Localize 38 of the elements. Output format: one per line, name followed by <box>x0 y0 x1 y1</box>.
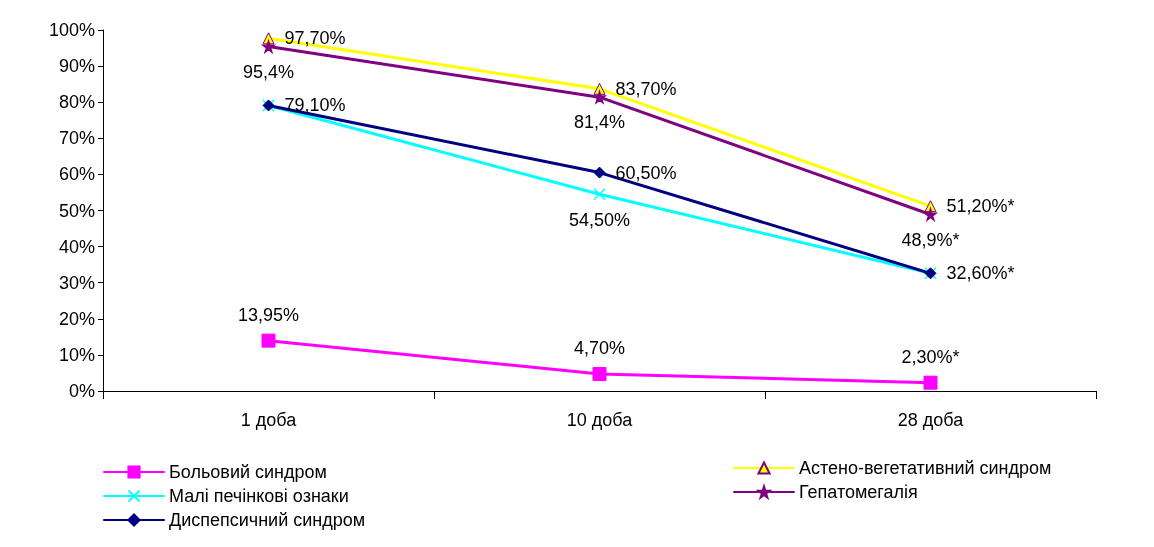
point <box>593 166 606 179</box>
data-label: 32,60%* <box>946 263 1015 284</box>
y-tick-label: 70% <box>58 128 95 149</box>
data-label: 95,4% <box>242 61 295 82</box>
legend-label: Малі печінкові ознаки <box>169 486 349 506</box>
point <box>592 367 607 382</box>
y-tick-label: 20% <box>58 308 95 329</box>
data-label: 2,30%* <box>901 346 960 367</box>
data-label: 54,50% <box>568 209 631 230</box>
x-tick-label: 10 доба <box>566 410 634 430</box>
legend-label: Гепатомегалія <box>799 482 918 502</box>
data-label: 60,50% <box>615 162 677 183</box>
y-tick-label: 80% <box>58 92 95 113</box>
y-tick-label: 10% <box>58 344 95 365</box>
data-label: 13,95% <box>237 304 300 325</box>
point <box>923 375 938 390</box>
data-label: 51,20%* <box>946 196 1015 217</box>
data-label: 81,4% <box>573 112 626 133</box>
x-tick-label: 1 доба <box>240 410 298 430</box>
y-tick-label: 40% <box>58 236 95 257</box>
x-tick-label: 28 доба <box>897 410 965 430</box>
y-tick-label: 90% <box>58 56 95 77</box>
data-label: 83,70% <box>615 78 677 99</box>
data-label: 97,70% <box>284 28 346 49</box>
point <box>261 333 276 348</box>
data-label: 48,9%* <box>901 229 960 250</box>
data-label: 79,10% <box>284 95 346 116</box>
y-tick-label: 100% <box>48 20 95 40</box>
data-label: 4,70% <box>573 338 626 359</box>
y-tick-label: 50% <box>58 200 95 221</box>
legend-label: Астено-вегетативний синдром <box>799 458 1052 478</box>
y-tick-label: 0% <box>68 381 95 401</box>
legend-label: Диспепсичний синдром <box>169 510 366 530</box>
point <box>593 188 606 201</box>
point <box>593 90 606 104</box>
legend-label: Больовий синдром <box>169 462 327 482</box>
y-tick-label: 60% <box>58 164 95 185</box>
y-tick-label: 30% <box>58 272 95 293</box>
